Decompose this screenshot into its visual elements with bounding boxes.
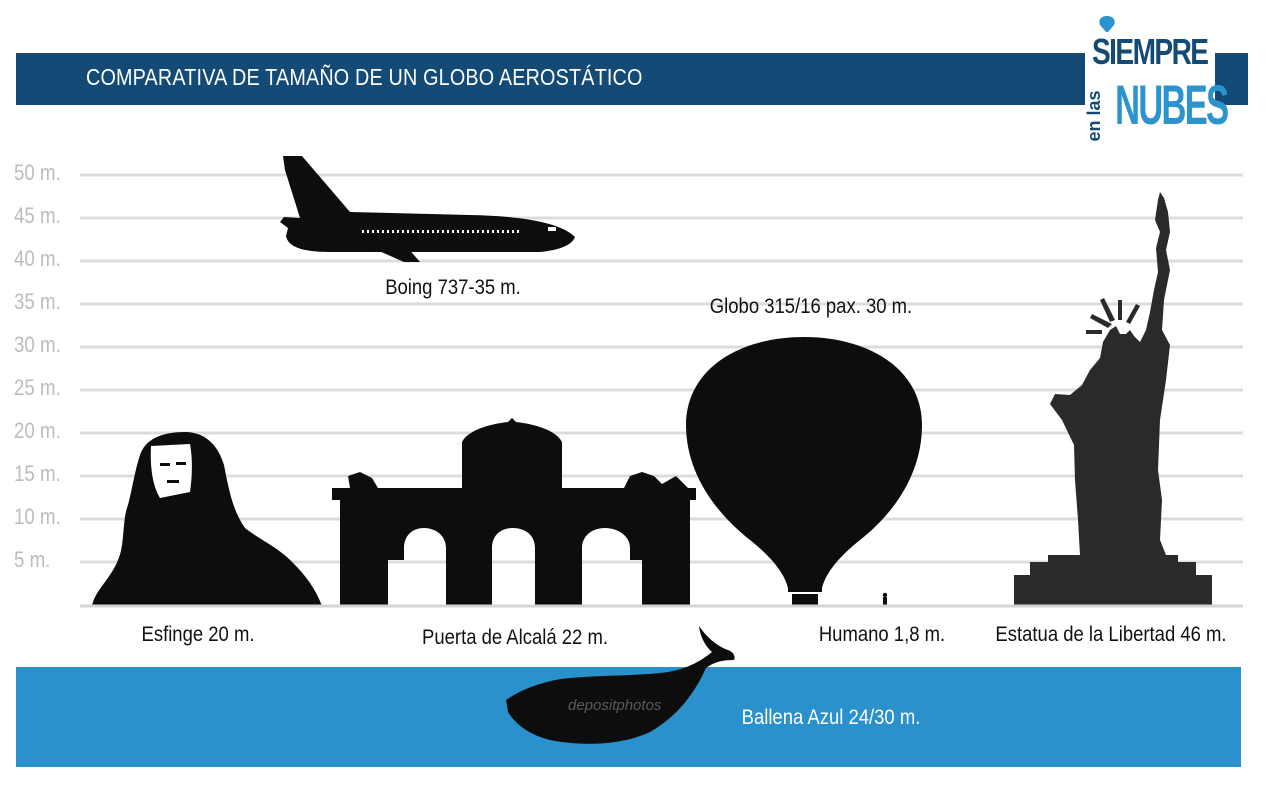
y-tick-label: 15 m.: [14, 461, 61, 486]
watermark: depositphotos: [568, 697, 662, 714]
y-tick-label: 50 m.: [14, 160, 61, 185]
label-estatua: Estatua de la Libertad 46 m.: [995, 623, 1227, 646]
hot-air-balloon-icon: [686, 337, 922, 606]
y-tick-label: 5 m.: [14, 547, 51, 572]
label-humano: Humano 1,8 m.: [818, 623, 946, 646]
logo: [1085, 14, 1215, 139]
label-puerta: Puerta de Alcalá 22 m.: [422, 626, 608, 649]
y-tick-label: 25 m.: [14, 375, 61, 400]
y-tick-label: 35 m.: [14, 289, 61, 314]
airplane-icon: [280, 156, 575, 262]
y-tick-label: 45 m.: [14, 203, 61, 228]
gate-icon: [332, 418, 696, 606]
y-tick-label: 30 m.: [14, 332, 61, 357]
logo-text-bottom: NUBES: [1115, 73, 1229, 136]
logo-text-top: SIEMPRE: [1092, 31, 1209, 72]
label-esfinge: Esfinge 20 m.: [141, 623, 255, 646]
logo-balloon-icon: [1099, 16, 1115, 32]
label-boeing: Boing 737-35 m.: [385, 276, 521, 299]
y-tick-label: 10 m.: [14, 504, 61, 529]
y-tick-label: 40 m.: [14, 246, 61, 271]
label-ballena: Ballena Azul 24/30 m.: [741, 706, 921, 729]
whale-icon: [506, 626, 735, 744]
y-tick-label: 20 m.: [14, 418, 61, 443]
page-title: COMPARATIVA DE TAMAÑO DE UN GLOBO AEROST…: [86, 64, 643, 90]
statue-icon: [1014, 192, 1212, 606]
label-globo: Globo 315/16 pax. 30 m.: [709, 295, 913, 318]
sphinx-icon: [92, 432, 322, 606]
header-bar: [16, 53, 1248, 105]
human-icon: [882, 592, 888, 606]
